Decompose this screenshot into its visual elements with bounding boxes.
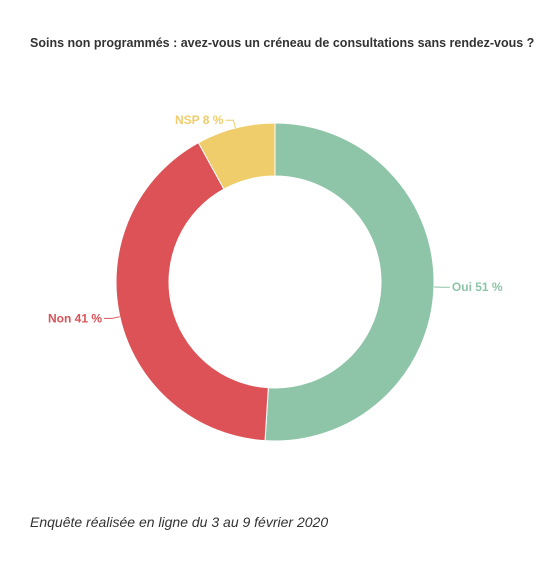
slice-non [115,141,269,442]
labels-group: Oui 51 % Non 41 % NSP 8 % [48,113,503,325]
slice-label-nsp: NSP 8 % [175,113,224,127]
leader-line-non [104,316,120,319]
slice-label-oui: Oui 51 % [452,280,503,294]
slice-nsp [197,122,276,190]
slice-oui [264,122,435,442]
chart-title: Soins non programmés : avez-vous un crén… [30,36,535,50]
survey-note: Enquête réalisée en ligne du 3 au 9 févr… [30,514,329,530]
leader-line-nsp [225,119,236,129]
slice-label-non: Non 41 % [48,311,102,325]
slices-group [115,122,435,442]
